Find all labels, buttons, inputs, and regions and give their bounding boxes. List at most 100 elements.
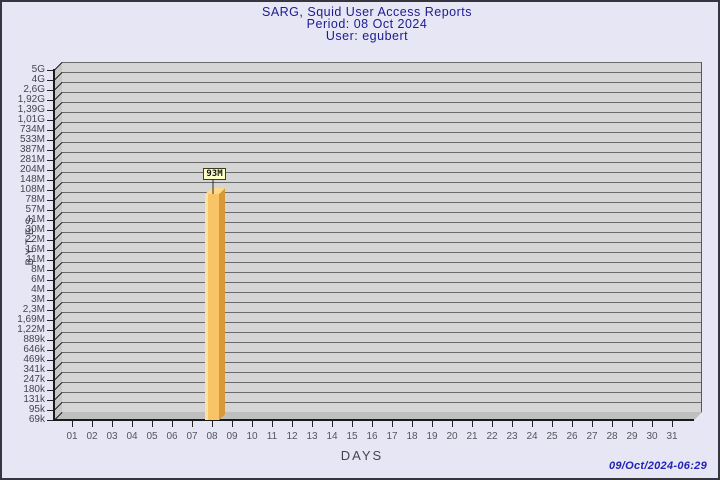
y-tick-label: 78M [25,194,45,205]
y-tick-label: 22M [25,234,45,245]
y-tick-connector [53,142,63,151]
plot-left-wall [54,62,62,420]
y-tick-label: 41M [25,214,45,225]
y-tick-label: 4M [31,284,45,295]
y-tick-label: 341k [23,364,45,375]
y-tick-connector [53,112,63,121]
chart-user: User: egubert [325,29,409,43]
y-tick-label: 734M [19,124,45,135]
gridline-layer [62,62,702,413]
y-tick-connector [53,312,63,321]
y-tick-connector [53,202,63,211]
x-tick-label: 22 [486,431,498,442]
x-tick-label: 07 [186,431,198,442]
bar-front-face [205,194,219,420]
y-tick-label: 889k [23,334,45,345]
y-tick-label: 131k [23,394,45,405]
y-tick-connector [53,172,63,181]
x-tick-label: 29 [626,431,638,442]
y-tick-label: 57M [25,204,45,215]
x-tick-label: 24 [526,431,538,442]
y-tick-connector [53,402,63,411]
y-tick-label: 6M [31,274,45,285]
y-tick-label: 11M [26,254,45,265]
x-tick-label: 16 [366,431,378,442]
x-tick-label: 04 [126,431,138,442]
y-tick-label: 2,6G [23,84,45,95]
y-tick-label: 4G [31,74,45,85]
y-tick-connector [53,382,63,391]
x-tick-label: 27 [586,431,598,442]
y-tick-connector [53,92,63,101]
x-tick-label: 19 [426,431,438,442]
y-tick-label: 1,01G [17,114,45,125]
y-tick-connector [53,232,63,241]
y-tick-label: 1,92G [17,94,45,105]
bar-value-label: 93M [203,168,226,180]
y-tick-label: 180k [23,384,45,395]
y-tick-connector [53,242,63,251]
y-tick-connector [53,332,63,341]
x-tick-label: 15 [346,431,358,442]
x-tick-label: 31 [666,431,678,442]
x-tick-label: 10 [246,431,258,442]
y-tick-connector [53,342,63,351]
x-tick-label: 28 [606,431,618,442]
y-tick-label: 1,39G [17,104,45,115]
plot-floor [54,412,702,420]
x-tick-label: 12 [286,431,298,442]
y-tick-connector [53,152,63,161]
y-tick-label: 95k [28,404,45,415]
plot-back-wall [62,62,702,412]
y-tick-connector [53,102,63,111]
y-tick-label: 30M [25,224,45,235]
x-tick-label: 13 [306,431,318,442]
y-tick-connector [53,62,63,71]
y-tick-label: 69k [28,414,45,425]
y-tick-connector [53,372,63,381]
y-tick-label: 3M [31,294,45,305]
bar-front-highlight [205,194,208,420]
bar-top-face [205,188,225,194]
y-tick-connector [53,222,63,231]
y-tick-label: 533M [19,134,45,145]
x-tick-label: 14 [326,431,338,442]
y-tick-connector [53,302,63,311]
y-tick-connector [53,192,63,201]
y-tick-connector [53,392,63,401]
y-tick-label: 247k [23,374,45,385]
x-tick-label: 30 [646,431,658,442]
y-tick-label: 1,22M [17,324,45,335]
x-tick-label: 18 [406,431,418,442]
x-tick-label: 05 [146,431,158,442]
y-tick-connector [53,212,63,221]
y-tick-connector [53,72,63,81]
y-tick-connector [53,352,63,361]
y-tick-label: 8M [31,264,45,275]
x-tick-label: 17 [386,431,398,442]
x-tick-label: 26 [566,431,578,442]
bar-side-face [219,188,225,420]
x-tick-label: 01 [66,431,78,442]
x-tick-label: 03 [106,431,118,442]
y-tick-connector [53,292,63,301]
x-tick-label: 25 [546,431,558,442]
y-tick-label: 469k [23,354,45,365]
chart-period: Period: 08 Oct 2024 [306,17,428,31]
y-tick-label: 281M [19,154,45,165]
y-tick-connector [53,122,63,131]
generated-timestamp: 09/Oct/2024-06:29 [608,460,707,472]
y-tick-label: 16M [25,244,45,255]
x-tick-label: 20 [446,431,458,442]
x-tick-label: 23 [506,431,518,442]
x-tick-label: 02 [86,431,98,442]
x-tick-label: 09 [226,431,238,442]
y-tick-connector [53,322,63,331]
y-tick-connector [53,132,63,141]
y-tick-label: 108M [19,184,45,195]
y-tick-connector [53,362,63,371]
x-tick-label: 06 [166,431,178,442]
y-tick-label: 148M [19,174,45,185]
